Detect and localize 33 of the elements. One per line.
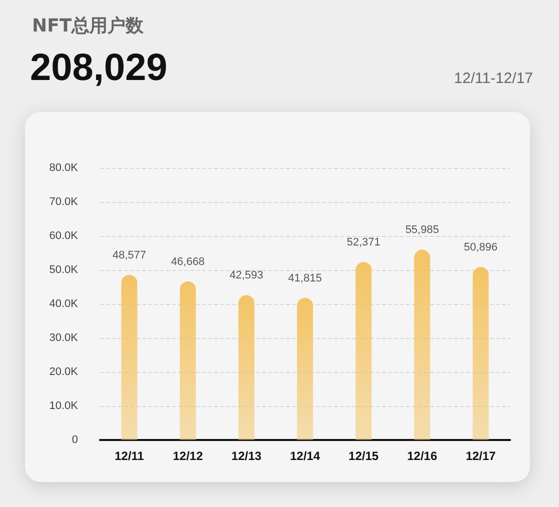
x-tick-label: 12/13 [231, 449, 262, 463]
y-tick-label: 70.0K [49, 196, 79, 208]
x-tick-label: 12/12 [172, 449, 204, 463]
y-tick-label: 0 [72, 434, 78, 446]
bar [238, 295, 254, 440]
data-label: 46,668 [171, 256, 205, 268]
data-label: 41,815 [288, 272, 322, 284]
y-tick-label: 40.0K [49, 298, 79, 310]
y-tick-label: 80.0K [49, 162, 79, 174]
y-tick-label: 10.0K [49, 400, 79, 412]
x-tick-label: 12/15 [348, 449, 379, 463]
chart-subtitle: 208,029 [30, 47, 168, 89]
bar [414, 250, 430, 440]
bar [297, 298, 313, 440]
bar [472, 266, 489, 440]
data-label: 50,896 [464, 241, 498, 254]
y-tick-label: 60.0K [49, 230, 79, 242]
x-tick-label: 12/16 [407, 449, 438, 463]
data-label: 55,985 [405, 224, 439, 236]
data-label: 48,577 [112, 249, 146, 262]
x-tick-label: 12/14 [290, 449, 320, 463]
y-tick-label: 30.0K [49, 332, 79, 344]
data-label: 52,371 [346, 236, 380, 248]
y-tick-label: 50.0K [49, 264, 79, 276]
chart-title: NFT总用户数 [32, 16, 145, 36]
text: 12/11-12/17 [454, 70, 534, 87]
x-tick-label: 12/11 [114, 449, 144, 463]
bar [356, 262, 372, 440]
bar [180, 281, 196, 440]
bar [121, 274, 138, 440]
data-label: 42,593 [230, 270, 264, 282]
x-tick-label: 12/17 [466, 449, 496, 463]
y-tick-label: 20.0K [49, 366, 79, 378]
